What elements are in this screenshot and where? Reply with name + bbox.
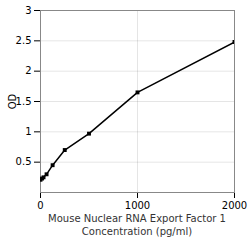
html-text:Mouse Nuclear RNA Export Facto: Mouse Nuclear RNA Export Factor 1 [48,213,226,224]
svg-text:2: 2 [25,65,31,76]
svg-text:1000: 1000 [125,200,150,211]
html-text:Concentration (pg/ml): Concentration (pg/ml) [81,226,193,237]
svg-text:OD: OD [7,93,18,109]
svg-text:0: 0 [37,200,43,211]
svg-text:0.5: 0.5 [16,156,32,167]
svg-text:1: 1 [25,126,31,137]
svg-text:2000: 2000 [222,200,247,211]
svg-text:2.5: 2.5 [16,35,32,46]
svg-text:3: 3 [25,5,31,16]
svg-text:1.5: 1.5 [16,96,32,107]
